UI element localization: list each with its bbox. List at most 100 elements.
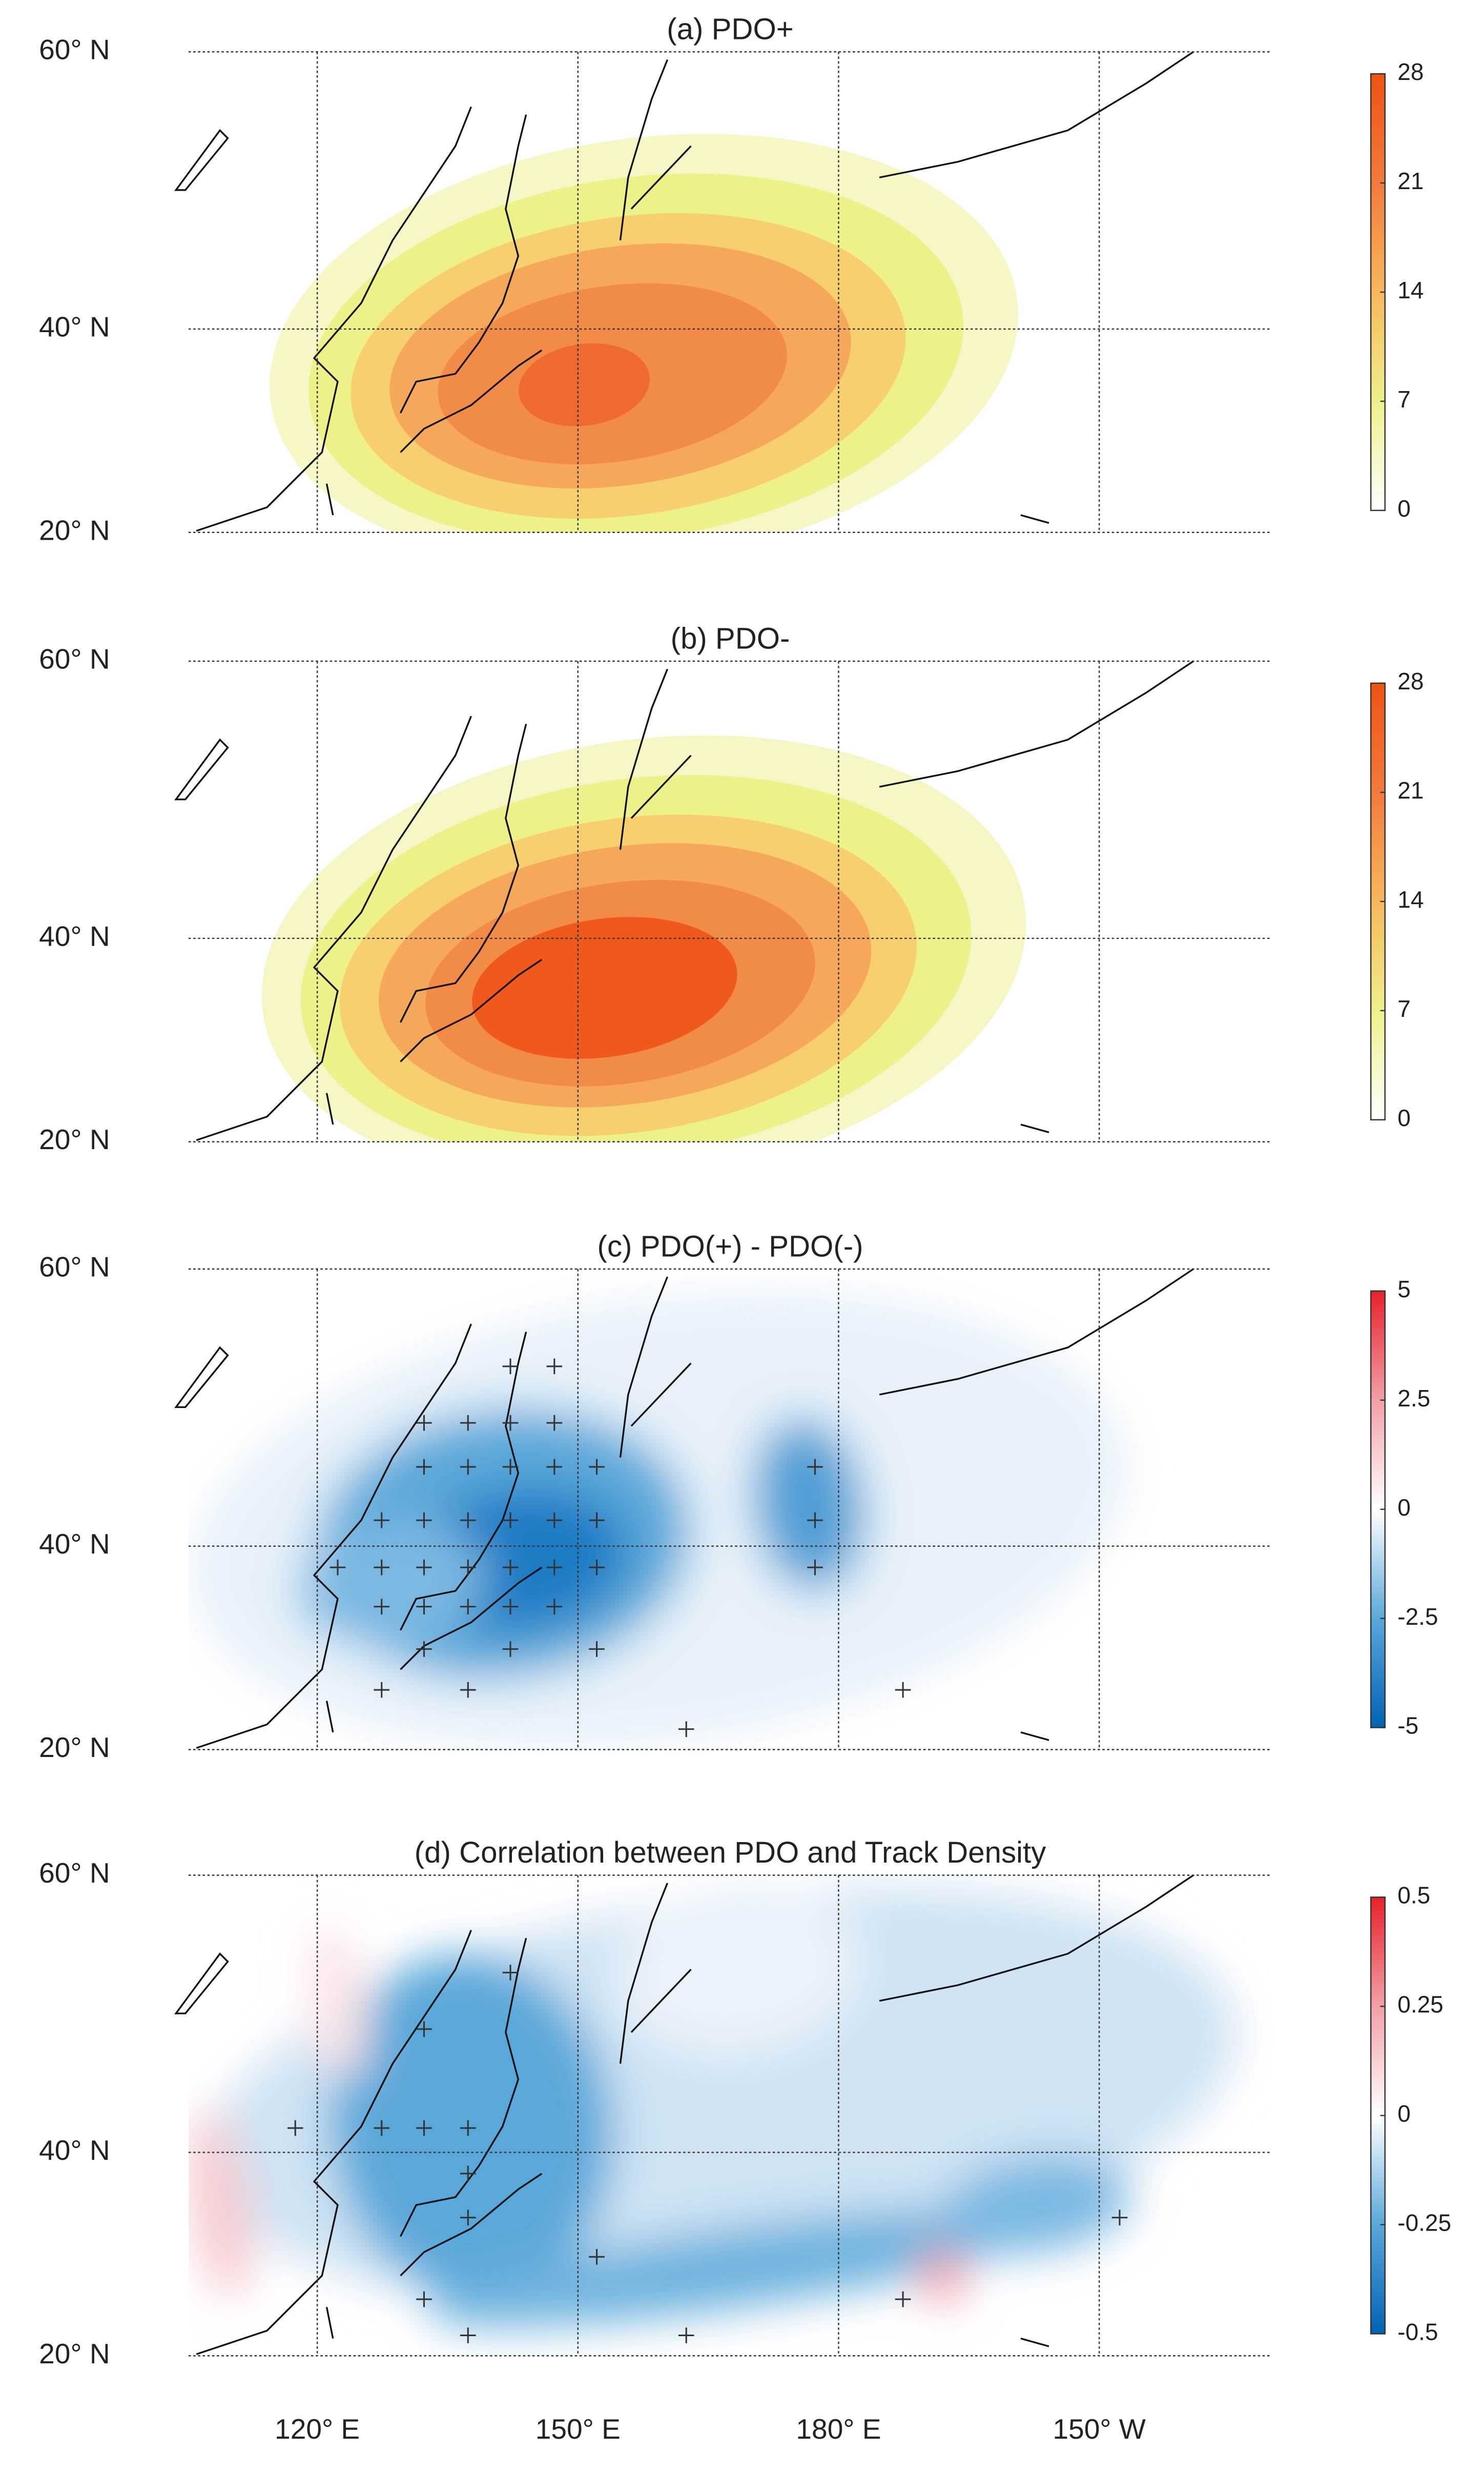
significance-mark <box>416 1599 432 1615</box>
colorbar-label: 7 <box>1397 995 1411 1022</box>
significance-mark <box>1111 2210 1128 2225</box>
significance-mark <box>589 1512 605 1528</box>
significance-mark <box>287 2120 303 2136</box>
significance-mark <box>374 1682 390 1698</box>
significance-mark <box>460 2210 476 2225</box>
significance-mark <box>546 1415 563 1431</box>
significance-mark <box>460 1599 476 1615</box>
panel-title: (c) PDO(+) - PDO(-) <box>597 1230 863 1263</box>
significance-mark <box>895 2291 911 2307</box>
contour <box>427 2209 1049 2326</box>
coastline <box>174 51 1194 532</box>
colorbar-label: 0.5 <box>1397 1882 1430 1909</box>
contour <box>943 2156 1130 2254</box>
significance-mark <box>502 1512 519 1528</box>
colorbar-label: -5 <box>1397 1712 1418 1739</box>
panel-title: (a) PDO+ <box>667 13 793 46</box>
significance-mark <box>460 2165 476 2182</box>
significance-mark <box>460 1415 476 1431</box>
lon-label: 150° E <box>535 2413 621 2445</box>
significance-mark <box>460 1459 476 1475</box>
colorbar-label: 2.5 <box>1397 1385 1430 1412</box>
lat-label: 60° N <box>39 1857 110 1889</box>
field <box>189 1882 1236 2326</box>
field <box>192 1293 1127 1748</box>
significance-mark <box>502 1559 519 1576</box>
lat-label: 20° N <box>39 514 110 546</box>
significance-mark <box>329 1559 346 1576</box>
colorbar-label: -0.25 <box>1397 2210 1451 2236</box>
lat-label: 20° N <box>39 1123 110 1155</box>
lon-label: 180° E <box>796 2413 881 2445</box>
field <box>261 735 1026 1142</box>
colorbar-label: 28 <box>1397 58 1424 85</box>
significance-mark <box>416 1559 432 1576</box>
colorbar-label: 21 <box>1397 168 1424 194</box>
colorbar-label: 14 <box>1397 886 1424 913</box>
contour <box>307 1923 368 2079</box>
field <box>269 134 1019 533</box>
lat-label: 60° N <box>39 1251 110 1282</box>
significance-mark <box>546 1459 563 1475</box>
lon-label: 150° W <box>1053 2413 1145 2445</box>
significance-mark <box>416 2120 432 2136</box>
colorbar-label: -2.5 <box>1397 1603 1438 1630</box>
significance-mark <box>416 1512 432 1528</box>
significance-mark <box>546 1599 563 1615</box>
significance-mark <box>502 1358 519 1375</box>
significance-mark <box>502 1965 519 1980</box>
colorbar-label: 21 <box>1397 777 1424 804</box>
significance-mark <box>416 1415 432 1431</box>
colorbar-label: 28 <box>1397 668 1424 694</box>
colorbar-label: 0.25 <box>1397 1991 1443 2018</box>
lat-label: 20° N <box>39 1731 110 1763</box>
significance-mark <box>460 1559 476 1576</box>
significance-mark <box>678 2327 694 2343</box>
significance-mark <box>502 1599 519 1615</box>
significance-mark <box>460 1682 476 1698</box>
significance-mark <box>807 1459 823 1475</box>
significance-mark <box>678 1721 694 1737</box>
significance-mark <box>895 1682 911 1698</box>
significance-mark <box>374 1559 390 1576</box>
coastline <box>174 660 1194 1141</box>
lat-label: 40° N <box>39 920 110 952</box>
colorbar-label: 14 <box>1397 277 1424 303</box>
significance-mark <box>416 2291 432 2307</box>
significance-mark <box>589 1559 605 1576</box>
significance-mark <box>460 2120 476 2136</box>
coastline <box>174 1874 1194 2355</box>
significance-mark <box>460 2327 476 2343</box>
lat-label: 40° N <box>39 2134 110 2166</box>
significance-mark <box>589 1459 605 1475</box>
significance-mark <box>807 1512 823 1528</box>
lat-label: 20° N <box>39 2338 110 2369</box>
contour <box>753 1418 864 1591</box>
lat-label: 40° N <box>39 1528 110 1560</box>
significance-mark <box>589 2249 605 2265</box>
significance-mark <box>589 1641 605 1657</box>
colorbar-label: 5 <box>1397 1276 1411 1302</box>
significance-mark <box>460 1512 476 1528</box>
colorbar-label: 0 <box>1397 1494 1411 1521</box>
panel-title: (d) Correlation between PDO and Track De… <box>415 1836 1046 1869</box>
contour <box>189 2111 251 2299</box>
contour <box>329 1954 613 2299</box>
contour <box>519 343 650 426</box>
significance-mark <box>374 1512 390 1528</box>
contour <box>920 2248 964 2304</box>
significance-mark <box>416 1641 432 1657</box>
colorbar-label: -0.5 <box>1397 2318 1438 2345</box>
contour <box>299 1519 487 1647</box>
colorbar-label: 0 <box>1397 495 1411 522</box>
contour <box>613 1882 863 2057</box>
lat-label: 60° N <box>39 34 110 66</box>
significance-mark <box>546 1559 563 1576</box>
colorbar-label: 7 <box>1397 386 1411 413</box>
significance-mark <box>502 1641 519 1657</box>
contour <box>472 917 737 1059</box>
significance-mark <box>502 1415 519 1431</box>
significance-mark <box>546 1358 563 1375</box>
lon-label: 120° E <box>275 2413 360 2445</box>
significance-mark <box>807 1559 823 1576</box>
